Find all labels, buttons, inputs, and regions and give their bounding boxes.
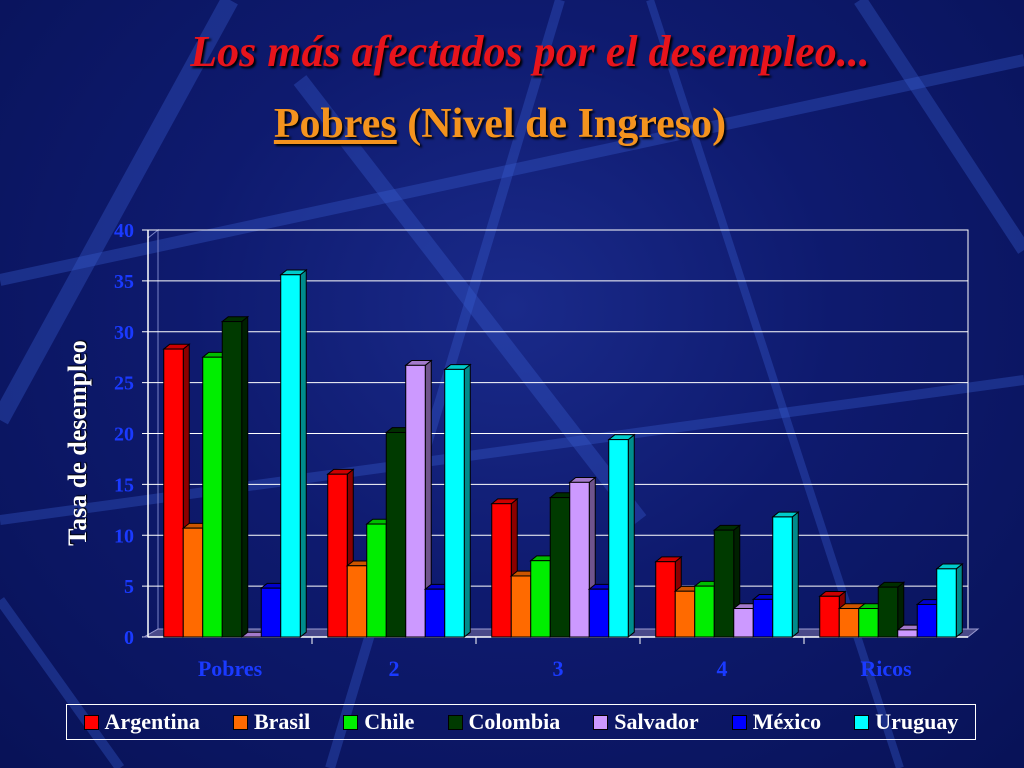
bar-uruguay-4-side bbox=[791, 511, 799, 639]
bar-chile-5 bbox=[858, 608, 879, 638]
legend-item-méxico: México bbox=[731, 709, 822, 735]
x-tick-label: 2 bbox=[389, 656, 400, 681]
bar-chile-2 bbox=[366, 523, 387, 638]
legend-item-argentina: Argentina bbox=[83, 709, 200, 735]
x-tick-label: Pobres bbox=[198, 656, 263, 681]
slide-subtitle: Pobres (Nivel de Ingreso) bbox=[0, 100, 1000, 148]
legend-swatch bbox=[343, 714, 359, 730]
bar-colombia-4 bbox=[713, 529, 735, 638]
bar-brasil-1 bbox=[182, 527, 204, 638]
legend-swatch bbox=[854, 714, 870, 730]
legend-label: México bbox=[752, 709, 822, 734]
bar-chart: 0 5 10 15 20 25 30 35 40 Pobres 2 3 4 Ricos bbox=[114, 220, 980, 681]
legend-swatch bbox=[593, 714, 609, 730]
subtitle-highlight: Pobres bbox=[273, 101, 397, 147]
legend-item-salvador: Salvador bbox=[593, 709, 699, 735]
legend-item-uruguay: Uruguay bbox=[854, 709, 958, 735]
bar-uruguay-2-side bbox=[463, 363, 471, 639]
bar-salvador-3 bbox=[569, 481, 590, 638]
legend-item-colombia: Colombia bbox=[447, 709, 561, 735]
bar-méxico-4 bbox=[752, 598, 774, 638]
subtitle-rest: (Nivel de Ingreso) bbox=[396, 101, 727, 147]
bar-uruguay-1-side bbox=[299, 268, 307, 639]
legend-swatch bbox=[447, 714, 463, 730]
y-tick-label: 0 bbox=[124, 627, 134, 649]
legend-label: Salvador bbox=[614, 709, 699, 734]
bar-colombia-5 bbox=[877, 586, 899, 638]
bar-uruguay-3 bbox=[608, 439, 629, 638]
legend-swatch bbox=[731, 714, 747, 730]
legend-swatch bbox=[232, 714, 248, 730]
x-tick-label: 3 bbox=[553, 656, 564, 681]
legend-label: Chile bbox=[364, 709, 415, 734]
bar-chile-3 bbox=[530, 560, 551, 638]
bar-uruguay-1 bbox=[280, 274, 301, 638]
bar-argentina-5 bbox=[819, 595, 840, 638]
bar-uruguay-5 bbox=[936, 568, 957, 638]
bar-uruguay-5-side bbox=[955, 562, 963, 639]
bar-colombia-3 bbox=[549, 497, 571, 638]
chart-legend: Argentina Brasil Chile Colombia Salvador Méxi… bbox=[66, 704, 976, 740]
bar-méxico-2 bbox=[424, 588, 446, 638]
bar-argentina-4 bbox=[655, 561, 676, 638]
bar-argentina-3 bbox=[491, 503, 512, 638]
bar-brasil-5 bbox=[838, 608, 860, 638]
legend-item-brasil: Brasil bbox=[232, 709, 311, 735]
y-tick-label: 5 bbox=[124, 576, 134, 598]
bar-uruguay-2 bbox=[444, 368, 465, 638]
legend-swatch bbox=[83, 714, 99, 730]
bar-salvador-5 bbox=[897, 629, 918, 638]
bar-brasil-2 bbox=[346, 565, 368, 638]
legend-label: Argentina bbox=[104, 709, 200, 734]
bar-argentina-1 bbox=[163, 348, 184, 638]
slide-title: Los más afectados por el desempleo... bbox=[190, 27, 870, 76]
legend-label: Colombia bbox=[468, 709, 561, 734]
bar-chile-1 bbox=[202, 356, 223, 638]
legend-item-chile: Chile bbox=[343, 709, 414, 735]
bar-colombia-2 bbox=[385, 431, 407, 638]
bar-argentina-2 bbox=[327, 473, 348, 638]
bar-colombia-1 bbox=[221, 321, 243, 638]
y-tick-label: 20 bbox=[114, 424, 134, 446]
bar-salvador-4 bbox=[733, 608, 754, 638]
y-tick-label: 25 bbox=[114, 373, 134, 395]
y-tick-label: 40 bbox=[114, 220, 134, 242]
bar-méxico-3 bbox=[588, 588, 610, 638]
y-tick-label: 30 bbox=[114, 322, 134, 344]
bar-colombia-1-side bbox=[241, 315, 249, 639]
bar-brasil-3 bbox=[510, 575, 532, 638]
legend-label: Brasil bbox=[253, 709, 311, 734]
bar-méxico-5 bbox=[916, 603, 938, 638]
legend-label: Uruguay bbox=[875, 709, 959, 734]
y-tick-label: 15 bbox=[114, 474, 134, 496]
y-tick-label: 10 bbox=[114, 525, 134, 547]
y-tick-label: 35 bbox=[114, 271, 134, 293]
bar-salvador-2 bbox=[405, 364, 426, 638]
bar-uruguay-3-side bbox=[627, 433, 635, 639]
bar-brasil-4 bbox=[674, 590, 696, 638]
bar-chile-4 bbox=[694, 585, 715, 638]
x-tick-label: Ricos bbox=[860, 656, 912, 681]
bar-uruguay-4 bbox=[772, 516, 793, 638]
x-tick-label: 4 bbox=[717, 656, 728, 681]
bar-méxico-1 bbox=[260, 587, 282, 638]
